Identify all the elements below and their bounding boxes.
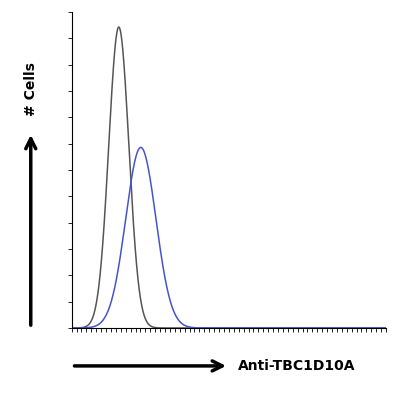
Text: # Cells: # Cells [24,62,38,116]
Text: Anti-TBC1D10A: Anti-TBC1D10A [238,359,356,373]
